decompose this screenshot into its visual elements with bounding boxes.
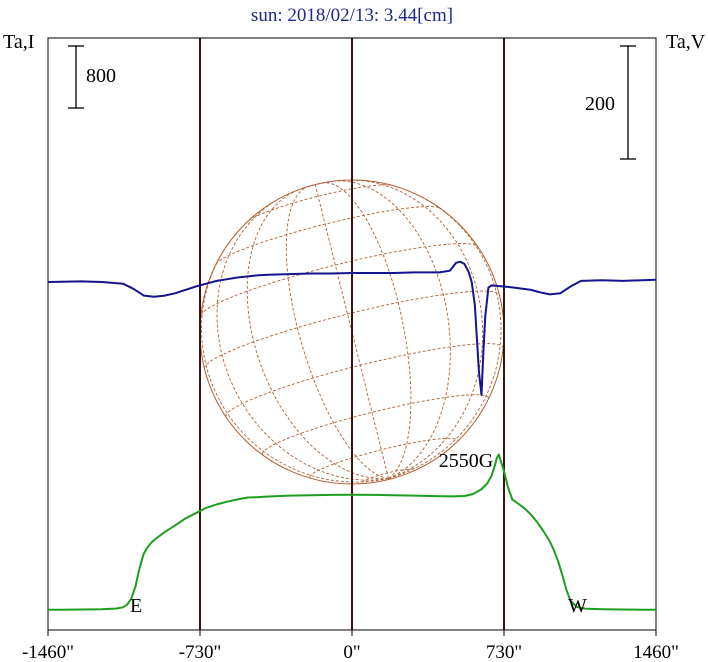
chart-title: sun: 2018/02/13: 3.44[cm] bbox=[251, 5, 453, 26]
grid-longitude bbox=[246, 190, 389, 480]
left-axis-label: Ta,I bbox=[3, 31, 34, 53]
grid-longitude bbox=[216, 196, 389, 481]
grid-longitude bbox=[323, 182, 412, 479]
field-strength-annotation: 2550G bbox=[439, 450, 493, 472]
west-label: W bbox=[568, 595, 587, 617]
grid-latitude bbox=[309, 437, 458, 478]
x-axis-ticks: -1460" -730" 0" 730" 1460" bbox=[22, 630, 679, 662]
right-axis-label: Ta,V bbox=[666, 31, 706, 53]
heliographic-grid bbox=[200, 180, 504, 483]
grid-latitude bbox=[204, 290, 500, 369]
grid-latitude bbox=[361, 468, 415, 483]
grid-latitude bbox=[225, 343, 504, 417]
grid-latitude bbox=[248, 184, 392, 222]
grid-longitude bbox=[388, 190, 502, 479]
polarization-line bbox=[47, 260, 657, 396]
grid-latitude bbox=[297, 180, 334, 191]
grid-latitude bbox=[215, 206, 441, 265]
x-tick-label: 1460" bbox=[633, 642, 679, 662]
left-scale-bar bbox=[68, 45, 84, 109]
left-scale-label: 800 bbox=[86, 65, 116, 87]
x-tick-label: 730" bbox=[486, 642, 522, 662]
right-scale-label: 200 bbox=[585, 93, 615, 115]
grid-longitude bbox=[335, 180, 451, 479]
grid-latitude bbox=[200, 243, 478, 316]
series-group bbox=[47, 260, 657, 611]
grid-latitude bbox=[262, 394, 489, 455]
x-tick-label: -1460" bbox=[22, 642, 74, 662]
intensity-line bbox=[47, 453, 657, 611]
grid-longitude bbox=[349, 180, 484, 479]
grid-longitude bbox=[285, 186, 389, 479]
east-label: E bbox=[130, 595, 142, 617]
grid-longitude bbox=[201, 232, 389, 483]
x-tick-label: 0" bbox=[343, 642, 360, 662]
solar-disk bbox=[199, 179, 505, 485]
grid-longitude bbox=[314, 184, 389, 479]
right-scale-bar bbox=[620, 45, 636, 160]
x-tick-label: -730" bbox=[179, 642, 222, 662]
vertical-lines bbox=[199, 38, 505, 630]
